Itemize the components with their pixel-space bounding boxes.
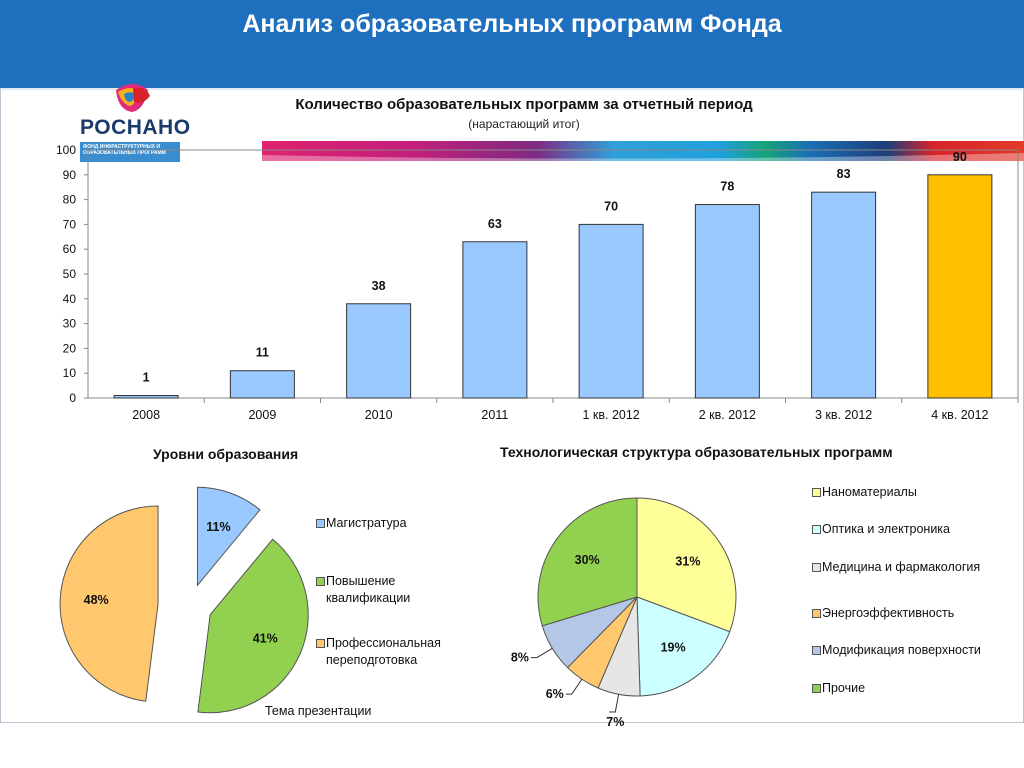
legend-swatch xyxy=(812,609,821,618)
legend-label: Энергоэффективность xyxy=(822,606,955,620)
x-tick-label: 2008 xyxy=(132,408,160,422)
x-tick-label: 2 кв. 2012 xyxy=(699,408,756,422)
x-tick-label: 2011 xyxy=(481,408,508,422)
logo-name: РОСНАНО xyxy=(80,116,191,139)
pie1-value-label: 41% xyxy=(253,632,278,646)
pie2-value-label: 19% xyxy=(661,640,686,654)
bar-value-label: 83 xyxy=(837,167,851,181)
x-tick-label: 1 кв. 2012 xyxy=(582,408,639,422)
x-tick-label: 2009 xyxy=(248,408,276,422)
rosnano-logo-icon xyxy=(116,84,150,112)
legend-label: Наноматериалы xyxy=(822,485,917,499)
pie2-leader-line xyxy=(565,678,583,695)
pie1-value-label: 11% xyxy=(206,520,230,534)
pie2-title: Технологическая структура образовательны… xyxy=(500,444,893,460)
header-bar: Анализ образовательных программ Фонда xyxy=(0,0,1024,88)
bar-value-label: 63 xyxy=(488,217,502,231)
pie2-value-label: 6% xyxy=(546,687,564,701)
pie2-value-label: 7% xyxy=(606,715,624,729)
page-title: Анализ образовательных программ Фонда xyxy=(242,10,782,38)
x-tick-label: 3 кв. 2012 xyxy=(815,408,872,422)
bar-value-label: 38 xyxy=(372,279,386,293)
pie2-slice xyxy=(537,497,638,627)
footer-text: Тема презентации xyxy=(265,704,372,718)
y-tick-label: 30 xyxy=(63,317,77,331)
bar xyxy=(578,223,644,399)
bar-chart-title: Количество образовательных программ за о… xyxy=(295,96,753,113)
pie1-value-label: 48% xyxy=(84,593,109,607)
bar-value-label: 90 xyxy=(953,150,967,164)
y-tick-label: 80 xyxy=(63,193,77,207)
legend-label: Повышение квалификации xyxy=(326,574,411,605)
legend-swatch xyxy=(812,684,821,693)
legend-label: Прочие xyxy=(822,681,866,695)
decorative-band xyxy=(262,141,1024,161)
legend-swatch xyxy=(812,525,821,534)
legend-swatch xyxy=(812,646,821,655)
y-tick-label: 90 xyxy=(63,168,77,182)
bar-value-label: 70 xyxy=(604,199,618,213)
x-tick-label: 2010 xyxy=(365,408,393,422)
pie2-slice xyxy=(636,497,737,633)
bar-value-label: 11 xyxy=(256,346,269,360)
logo-tagline: ФОНД ИНФРАСТРУКТУРНЫХ И ОБРАЗОВАТЕЛЬНЫХ … xyxy=(80,142,180,162)
pie1-title: Уровни образования xyxy=(153,446,299,462)
legend-label: Профессиональная переподготовка xyxy=(326,636,441,667)
y-tick-label: 100 xyxy=(56,143,76,157)
legend-label: Магистратура xyxy=(326,516,407,530)
bar-chart-subtitle: (нарастающий итог) xyxy=(468,117,580,131)
y-tick-label: 40 xyxy=(63,292,77,306)
y-tick-label: 60 xyxy=(63,242,77,256)
pie2-leader-line xyxy=(530,647,553,659)
legend-swatch xyxy=(316,519,325,528)
legend-label: Медицина и фармакология xyxy=(822,560,981,574)
y-tick-label: 10 xyxy=(63,366,77,380)
legend-swatch xyxy=(812,563,821,572)
y-tick-label: 50 xyxy=(63,267,77,281)
pie2-value-label: 31% xyxy=(675,555,700,569)
y-tick-label: 70 xyxy=(63,217,77,231)
bar xyxy=(346,303,412,399)
legend-label: Оптика и электроника xyxy=(822,522,950,536)
legend-swatch xyxy=(316,577,325,586)
legend-swatch xyxy=(316,639,325,648)
header-divider xyxy=(0,88,1024,90)
bar xyxy=(462,241,528,399)
x-tick-label: 4 кв. 2012 xyxy=(931,408,988,422)
pie2-value-label: 30% xyxy=(575,553,600,567)
legend-label: Модификация поверхности xyxy=(822,643,981,657)
bar-value-label: 78 xyxy=(720,180,734,194)
legend-swatch xyxy=(812,488,821,497)
bar-value-label: 1 xyxy=(143,371,150,385)
pie1-slice xyxy=(59,505,159,702)
y-tick-label: 0 xyxy=(69,391,76,405)
bar xyxy=(694,204,760,399)
pie2-slice xyxy=(636,596,731,697)
pie1-slice xyxy=(196,486,261,587)
pie2-leader-line xyxy=(609,694,620,713)
bar xyxy=(113,395,179,399)
pie1-slice xyxy=(197,538,309,714)
bar xyxy=(927,174,993,399)
bar xyxy=(229,370,295,399)
bar xyxy=(811,191,877,399)
y-tick-label: 20 xyxy=(63,341,77,355)
pie2-value-label: 8% xyxy=(511,651,529,665)
